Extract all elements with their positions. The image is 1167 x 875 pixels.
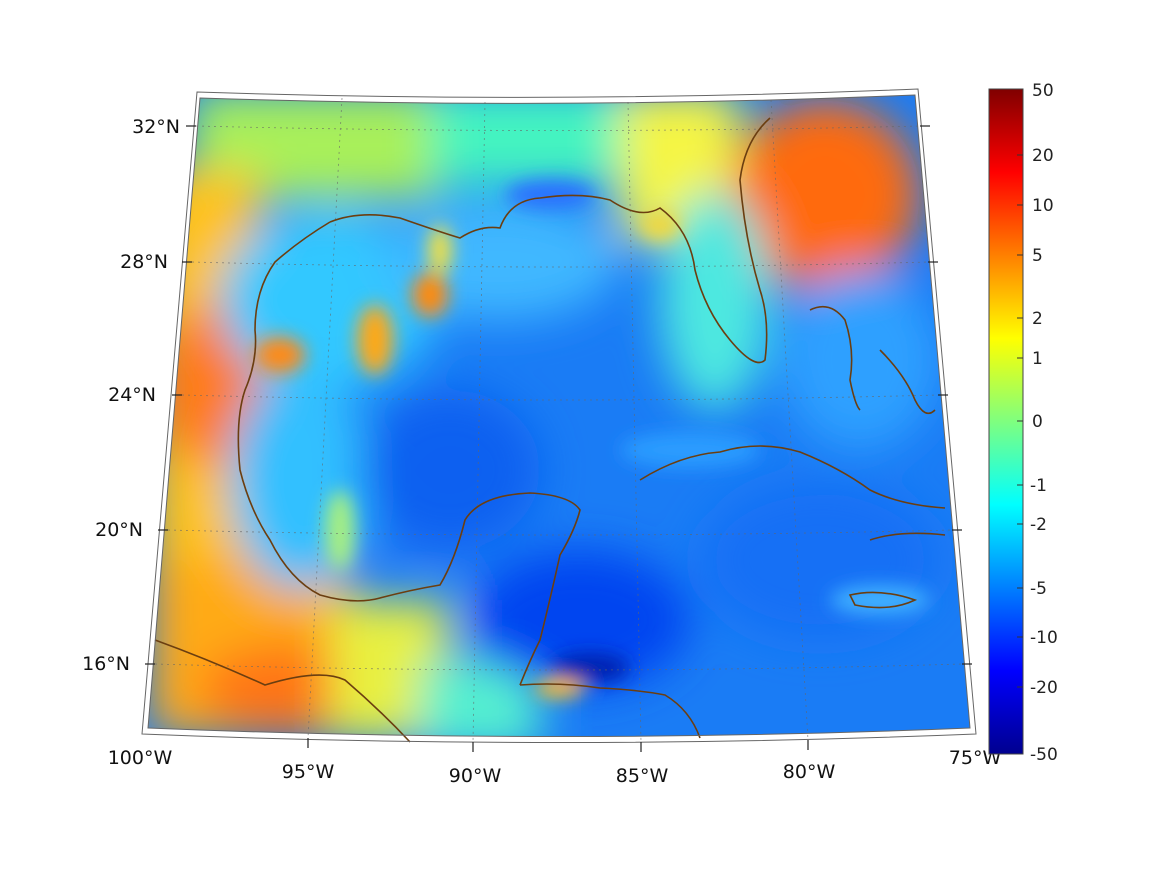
colorbar-label-neg1: -1	[1030, 476, 1047, 496]
colorbar-label-0: 0	[1032, 412, 1043, 432]
lon-label-80: 80°W	[783, 761, 836, 783]
lat-label-32: 32°N	[132, 116, 180, 138]
lon-label-75: 75°W	[949, 747, 1002, 769]
map-data-field	[148, 95, 970, 737]
lon-label-95: 95°W	[282, 761, 335, 783]
map-frame	[147, 94, 971, 737]
latitude-labels: 32°N 28°N 24°N 20°N 16°N	[82, 116, 180, 675]
longitude-labels: 100°W 95°W 90°W 85°W 80°W 75°W	[108, 747, 1002, 787]
lon-label-100: 100°W	[108, 747, 173, 769]
lat-label-20: 20°N	[95, 519, 143, 541]
colorbar: 50 20 10 5 2 1 0 -1 -2 -5 -10 -20 -50	[988, 81, 1058, 765]
colorbar-label-neg20: -20	[1030, 678, 1058, 698]
lon-label-90: 90°W	[449, 765, 502, 787]
lat-label-28: 28°N	[120, 251, 168, 273]
colorbar-label-50: 50	[1032, 81, 1054, 101]
lon-label-85: 85°W	[616, 765, 669, 787]
colorbar-label-neg10: -10	[1030, 628, 1058, 648]
lat-label-16: 16°N	[82, 653, 130, 675]
coastlines	[154, 117, 946, 743]
tick-marks	[145, 125, 972, 752]
colorbar-label-neg50: -50	[1030, 745, 1058, 765]
colorbar-label-2: 2	[1032, 309, 1043, 329]
lat-label-24: 24°N	[108, 384, 156, 406]
colorbar-label-1: 1	[1032, 349, 1043, 369]
colorbar-label-20: 20	[1032, 146, 1054, 166]
colorbar-label-neg2: -2	[1030, 515, 1047, 535]
colorbar-ticks	[1017, 154, 1023, 688]
colorbar-label-5: 5	[1032, 246, 1043, 266]
colorbar-label-10: 10	[1032, 196, 1054, 216]
graticule	[154, 97, 963, 743]
colorbar-label-neg5: -5	[1030, 579, 1047, 599]
map-frame-outer	[141, 88, 977, 743]
